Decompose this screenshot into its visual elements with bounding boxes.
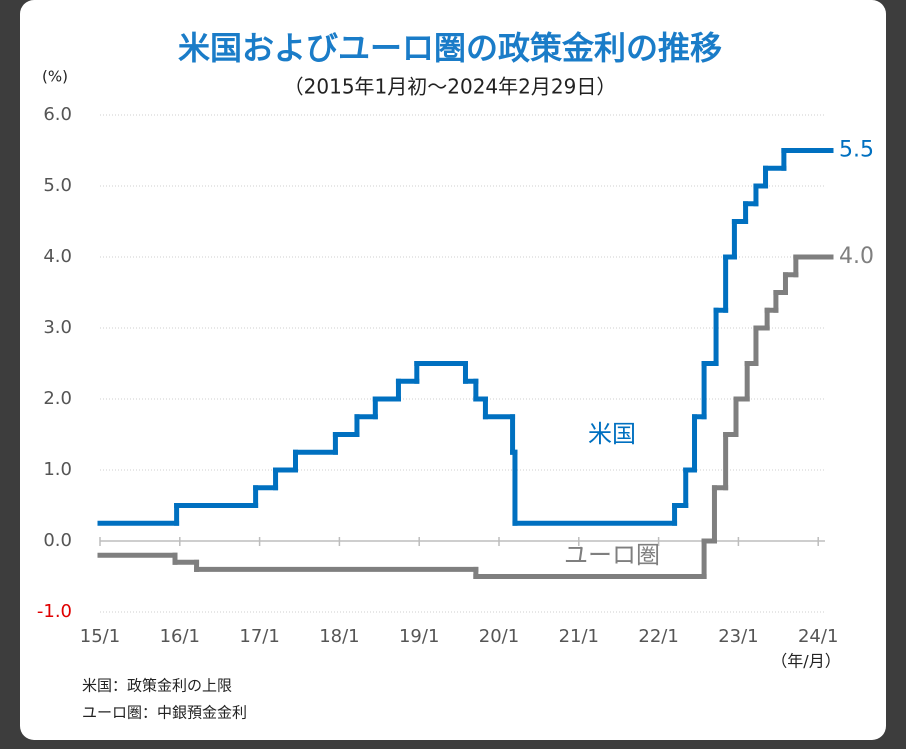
y-tick-label: 4.0 [43,246,72,267]
x-tick-label: 16/1 [160,626,200,647]
x-tick-label: 15/1 [80,626,120,647]
x-tick-label: 18/1 [319,626,359,647]
x-tick-label: 20/1 [479,626,519,647]
x-tick-label: 24/1 [798,626,838,647]
x-tick-label: 17/1 [239,626,279,647]
x-tick-label: 21/1 [559,626,599,647]
chart-title: 米国およびユーロ圏の政策金利の推移 [178,29,722,67]
value-label: 5.5 [839,138,874,163]
y-tick-label: 0.0 [43,530,72,551]
series-label: ユーロ圏 [564,541,660,569]
x-unit: （年/月） [771,652,840,671]
series-label: 米国 [588,420,636,448]
y-tick-label: 5.0 [43,175,72,196]
note: ユーロ圏：中銀預金金利 [82,704,247,722]
x-tick-label: 19/1 [399,626,439,647]
note: 米国：政策金利の上限 [82,677,232,695]
page: {"chart_data": { "type": "step-line", "t… [0,0,906,749]
x-tick-label: 23/1 [718,626,758,647]
chart-subtitle: （2015年1月初～2024年2月29日） [284,75,617,99]
y-tick-label: 1.0 [43,459,72,480]
y-tick-label: 2.0 [43,388,72,409]
chart: 米国およびユーロ圏の政策金利の推移 （2015年1月初～2024年2月29日） … [0,0,906,749]
y-tick-label: 3.0 [43,317,72,338]
y-tick-label: 6.0 [43,104,72,125]
y-tick-label: -1.0 [37,601,72,622]
value-label: 4.0 [839,244,874,269]
y-unit: (%) [42,68,68,86]
x-tick-label: 22/1 [638,626,678,647]
